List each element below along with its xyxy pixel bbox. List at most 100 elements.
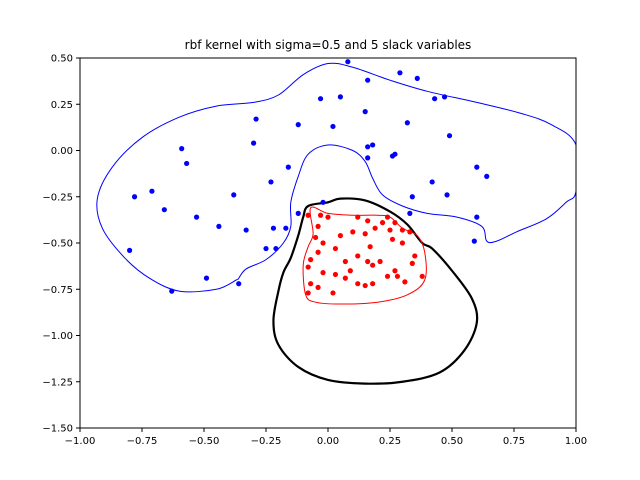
x-tick-label: −0.50 xyxy=(189,436,220,447)
red-point xyxy=(412,253,418,259)
y-tick-label: −0.50 xyxy=(42,239,73,250)
red-point xyxy=(399,240,405,246)
blue-point xyxy=(263,245,269,252)
blue-point xyxy=(184,160,190,167)
y-axis: −1.50 −1.25 −1.00 −0.75 −0.50 −0.25 0.00 0.25 0.… xyxy=(42,54,80,435)
red-point xyxy=(392,220,398,226)
blue-point xyxy=(474,164,480,170)
blue-point xyxy=(243,227,249,233)
red-point xyxy=(389,236,396,242)
red-point xyxy=(347,268,353,274)
blue-point xyxy=(365,144,371,150)
blue-point xyxy=(446,133,453,139)
x-tick-label: 0.00 xyxy=(317,436,339,447)
x-tick-label: −0.25 xyxy=(251,436,282,447)
x-tick-label: −0.75 xyxy=(127,436,158,447)
blue-point xyxy=(161,207,167,213)
blue-point xyxy=(407,210,413,216)
blue-point xyxy=(362,109,368,115)
red-point xyxy=(308,257,314,263)
blue-point xyxy=(273,245,279,252)
blue-point xyxy=(193,214,200,220)
blue-point xyxy=(345,59,351,65)
x-axis: −1.00 −0.75 −0.50 −0.25 0.00 0.25 0.50 0.75 1.00 xyxy=(65,428,587,447)
blue-point xyxy=(317,96,324,102)
red-point xyxy=(367,244,373,250)
red-point xyxy=(315,249,321,255)
data-points xyxy=(127,59,490,296)
red-point xyxy=(392,268,398,274)
blue-point xyxy=(414,75,420,81)
red-point xyxy=(387,227,393,233)
red-point xyxy=(355,253,361,259)
red-point xyxy=(315,223,321,229)
blue-point xyxy=(283,225,289,231)
red-point xyxy=(305,212,311,218)
red-point xyxy=(377,258,383,265)
red-point xyxy=(362,231,368,237)
red-point xyxy=(305,264,311,270)
y-tick-label: 0.25 xyxy=(51,100,73,111)
red-point xyxy=(384,273,391,279)
blue-point xyxy=(268,179,274,185)
red-point xyxy=(337,233,343,239)
plot-frame xyxy=(79,57,577,429)
y-tick-label: −1.00 xyxy=(42,331,73,342)
red-point xyxy=(370,281,376,287)
blue-point xyxy=(474,214,480,220)
red-point xyxy=(409,260,415,266)
red-point xyxy=(350,229,356,235)
blue-point xyxy=(127,247,133,253)
boundary-inner-red xyxy=(302,206,427,305)
red-point xyxy=(379,220,386,226)
red-point xyxy=(394,273,401,279)
red-point xyxy=(365,258,371,265)
blue-point xyxy=(231,192,237,198)
red-point xyxy=(305,290,311,296)
y-tick-label: −0.25 xyxy=(42,192,73,203)
blue-point xyxy=(169,288,175,294)
red-point xyxy=(320,270,326,276)
blue-point xyxy=(285,164,291,170)
blue-point xyxy=(295,122,301,128)
boundary-black xyxy=(272,197,479,385)
blue-point xyxy=(409,194,415,200)
x-tick-label: 0.25 xyxy=(379,436,401,447)
red-point xyxy=(407,229,413,235)
red-point xyxy=(370,262,376,268)
blue-point xyxy=(320,199,326,205)
chart-title: rbf kernel with sigma=0.5 and 5 slack va… xyxy=(185,38,472,52)
red-point xyxy=(342,275,348,281)
x-tick-label: 1.00 xyxy=(565,436,587,447)
red-point xyxy=(355,214,361,220)
red-point xyxy=(355,281,361,287)
blue-point xyxy=(444,192,450,198)
blue-point xyxy=(432,96,438,102)
blue-point xyxy=(236,281,242,287)
x-tick-label: 0.75 xyxy=(503,436,525,447)
blue-point xyxy=(370,142,376,148)
red-point xyxy=(399,227,405,233)
boundary-outer-blue xyxy=(96,62,576,293)
blue-point xyxy=(365,77,371,83)
decision-boundaries xyxy=(96,62,576,385)
y-tick-label: −1.25 xyxy=(42,377,73,388)
red-point xyxy=(402,279,408,285)
blue-point xyxy=(149,188,155,194)
red-point xyxy=(384,214,391,220)
red-point xyxy=(320,240,326,246)
red-point xyxy=(313,234,319,241)
y-tick-label: 0.00 xyxy=(51,146,73,157)
blue-point xyxy=(397,70,403,76)
blue-point xyxy=(251,140,257,146)
red-point xyxy=(342,258,348,265)
red-point xyxy=(325,214,331,220)
blue-point xyxy=(295,210,301,216)
blue-point xyxy=(365,155,371,161)
blue-point xyxy=(484,173,490,179)
blue-point xyxy=(253,116,259,122)
x-tick-label: 0.50 xyxy=(441,436,463,447)
red-point xyxy=(372,225,378,231)
blue-point xyxy=(337,94,343,100)
